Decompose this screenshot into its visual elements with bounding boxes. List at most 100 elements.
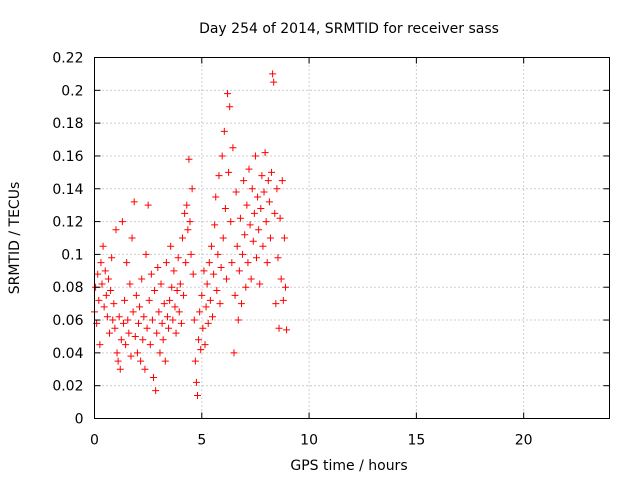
data-point xyxy=(115,313,123,321)
data-point xyxy=(225,168,233,176)
data-point xyxy=(108,254,116,262)
data-point xyxy=(148,316,156,324)
data-point xyxy=(132,291,140,299)
data-point xyxy=(268,168,276,176)
data-point xyxy=(200,267,208,275)
data-point xyxy=(116,365,124,373)
data-point xyxy=(199,324,207,332)
x-tick-label: 5 xyxy=(197,433,206,449)
data-point xyxy=(256,280,264,288)
data-point xyxy=(153,329,161,337)
data-point xyxy=(257,204,265,212)
data-point xyxy=(177,319,185,327)
data-point xyxy=(107,287,115,295)
data-point xyxy=(272,300,280,308)
data-point xyxy=(175,308,183,316)
data-point xyxy=(213,287,221,295)
data-point xyxy=(101,267,109,275)
data-point xyxy=(129,308,137,316)
data-point xyxy=(270,78,278,86)
data-point xyxy=(218,152,226,160)
data-point xyxy=(127,352,135,360)
x-tick-label: 0 xyxy=(90,433,99,449)
data-point xyxy=(173,287,181,295)
data-point xyxy=(259,242,267,250)
data-point xyxy=(231,291,239,299)
data-point xyxy=(221,204,229,212)
data-point xyxy=(142,250,150,258)
data-point xyxy=(163,313,171,321)
data-point xyxy=(121,296,129,304)
data-point xyxy=(202,303,210,311)
data-point xyxy=(118,218,126,226)
data-point xyxy=(102,291,110,299)
x-tick-label: 15 xyxy=(407,433,425,449)
data-point xyxy=(150,373,158,381)
data-point xyxy=(111,324,119,332)
data-point xyxy=(170,267,178,275)
data-point xyxy=(172,329,180,337)
data-point xyxy=(97,259,105,267)
data-point xyxy=(169,316,177,324)
data-point xyxy=(228,259,236,267)
data-point xyxy=(271,209,279,217)
data-point xyxy=(265,198,273,206)
axis-ticks xyxy=(94,57,610,419)
data-point xyxy=(124,316,132,324)
data-point xyxy=(160,300,168,308)
data-point xyxy=(207,242,215,250)
data-point xyxy=(109,316,117,324)
data-point xyxy=(279,296,287,304)
data-point xyxy=(246,221,254,229)
data-point xyxy=(137,357,145,365)
data-point xyxy=(220,127,228,135)
data-point xyxy=(280,234,288,242)
y-axis-label: SRMTID / TECUs xyxy=(7,182,23,295)
data-point xyxy=(99,242,107,250)
data-point xyxy=(134,319,142,327)
data-point xyxy=(254,193,262,201)
data-point xyxy=(126,280,134,288)
data-point xyxy=(119,319,127,327)
data-point xyxy=(186,218,194,226)
data-point xyxy=(190,316,198,324)
data-point xyxy=(158,319,166,327)
data-point xyxy=(156,349,164,357)
data-point xyxy=(277,275,285,283)
y-tick-label: 0.06 xyxy=(52,313,83,329)
data-point xyxy=(222,275,230,283)
data-point xyxy=(171,303,179,311)
y-tick-label: 0.22 xyxy=(52,51,83,67)
data-point xyxy=(183,201,191,209)
data-point xyxy=(185,155,193,163)
y-tick-label: 0.04 xyxy=(52,346,83,362)
data-point xyxy=(143,324,151,332)
data-point xyxy=(133,349,141,357)
data-point xyxy=(266,234,274,242)
data-point xyxy=(248,185,256,193)
data-point xyxy=(112,226,120,234)
data-point xyxy=(103,313,111,321)
data-point xyxy=(227,218,235,226)
data-point xyxy=(269,70,277,78)
data-point xyxy=(247,275,255,283)
data-point xyxy=(281,283,289,291)
data-point xyxy=(131,332,139,340)
data-point xyxy=(253,254,261,262)
data-point xyxy=(211,221,219,229)
data-point xyxy=(264,177,272,185)
data-point xyxy=(215,172,223,180)
data-point xyxy=(195,336,203,344)
data-point xyxy=(117,336,125,344)
data-point xyxy=(144,201,152,209)
data-point xyxy=(214,250,222,258)
data-point xyxy=(236,214,244,222)
data-point xyxy=(240,177,248,185)
data-point xyxy=(245,165,253,173)
data-point xyxy=(198,291,206,299)
data-point xyxy=(276,214,284,222)
data-point xyxy=(261,149,269,157)
data-point xyxy=(176,280,184,288)
data-point xyxy=(168,283,176,291)
